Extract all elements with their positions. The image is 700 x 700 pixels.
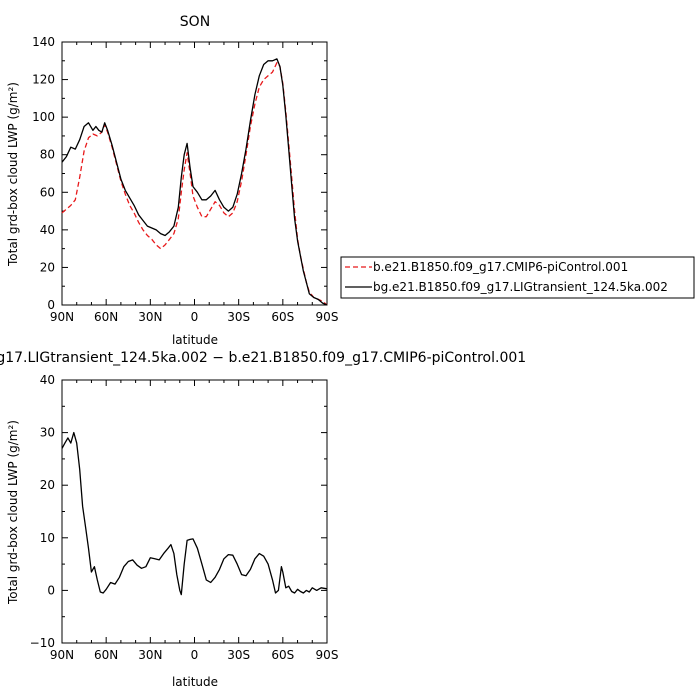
top-plot-area: 90N 60N 30N 0 30S 60S 90S 0 20 40 60 80 100 120 140 xyxy=(32,35,338,324)
y-tick-label: 10 xyxy=(40,531,55,545)
top-chart-xlabel: latitude xyxy=(172,333,218,347)
x-tick-label: 30N xyxy=(138,310,162,324)
series-line-0-1 xyxy=(61,58,328,306)
y-tick-label: 20 xyxy=(40,260,55,274)
x-tick-label: 30S xyxy=(227,648,250,662)
x-tick-label: 90N xyxy=(50,310,74,324)
y-tick-label: 40 xyxy=(40,373,55,387)
top-panel: SON 90N 60N 30N 0 30S 60S 90S 0 20 40 60 80 100 120 14… xyxy=(6,14,338,347)
bottom-panel: bg.e21.B1850.f09_g17.LIGtransient_124.5k… xyxy=(0,350,526,689)
bottom-plot-area: 90N 60N 30N 0 30S 60S 90S −10 0 10 20 30 40 xyxy=(30,373,339,662)
x-tick-label: 90S xyxy=(316,648,339,662)
x-tick-label: 90N xyxy=(50,648,74,662)
y-tick-label: 100 xyxy=(32,110,55,124)
legend-label-picontrol: b.e21.B1850.f09_g17.CMIP6-piControl.001 xyxy=(373,260,628,274)
top-chart-ylabel: Total grd-box cloud LWP (g/m²) xyxy=(6,82,20,267)
x-tick-label: 30N xyxy=(138,648,162,662)
y-tick-label: 20 xyxy=(40,478,55,492)
x-tick-label: 0 xyxy=(191,648,199,662)
x-tick-label: 0 xyxy=(191,310,199,324)
y-tick-label: 140 xyxy=(32,35,55,49)
x-tick-label: 90S xyxy=(316,310,339,324)
y-tick-label: 30 xyxy=(40,426,55,440)
x-tick-label: 60S xyxy=(271,310,294,324)
y-tick-label: 40 xyxy=(40,223,55,237)
plot-frame xyxy=(61,41,328,306)
bottom-chart-ylabel: Total grd-box cloud LWP (g/m²) xyxy=(6,420,20,605)
legend: b.e21.B1850.f09_g17.CMIP6-piControl.001 … xyxy=(340,256,695,299)
bottom-chart-title: bg.e21.B1850.f09_g17.LIGtransient_124.5k… xyxy=(0,350,526,366)
x-tick-label: 60N xyxy=(94,310,118,324)
x-tick-label: 60N xyxy=(94,648,118,662)
series-line-0-0 xyxy=(61,62,328,306)
y-tick-label: 120 xyxy=(32,73,55,87)
bottom-chart-xlabel: latitude xyxy=(172,675,218,689)
series-line-1-0 xyxy=(61,431,328,596)
legend-box xyxy=(340,256,695,299)
x-tick-label: 60S xyxy=(271,648,294,662)
y-tick-label: 80 xyxy=(40,148,55,162)
y-tick-label: 0 xyxy=(47,583,55,597)
top-chart-title: SON xyxy=(180,14,210,30)
plot-frame xyxy=(61,379,328,644)
x-tick-label: 30S xyxy=(227,310,250,324)
y-tick-label: 60 xyxy=(40,185,55,199)
y-tick-label: −10 xyxy=(30,636,55,650)
legend-label-ligtransient: bg.e21.B1850.f09_g17.LIGtransient_124.5k… xyxy=(373,280,668,294)
y-tick-label: 0 xyxy=(47,298,55,312)
